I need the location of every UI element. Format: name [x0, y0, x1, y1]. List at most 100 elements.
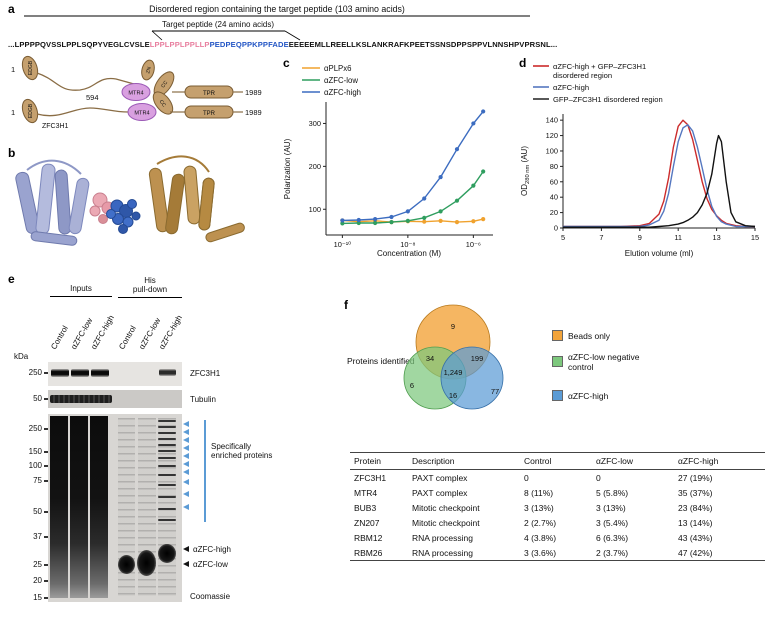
table-cell: 27 (19%): [678, 472, 713, 483]
x-tick-label: 15: [751, 233, 759, 242]
y-tick-label: 80: [550, 162, 558, 171]
table-cell: 2 (2.7%): [524, 517, 557, 528]
zfc-high-arrow: [183, 546, 189, 552]
panel-label-b: b: [8, 146, 16, 160]
data-point: [454, 198, 460, 203]
panel-c-chart: αPLPx6 αZFC-low αZFC-high Polarization (…: [283, 64, 493, 258]
y-tick-label: 120: [546, 131, 558, 140]
x-tick-label: 10⁻⁸: [400, 240, 415, 249]
gel-marker-tick: [44, 511, 48, 513]
table-cell: 2 (3.7%): [592, 545, 674, 561]
zfc-low-blob: [137, 550, 156, 576]
enriched-band-arrow: [183, 437, 189, 443]
tubulin-band-label: Tubulin: [190, 395, 216, 404]
residue-start-bottom: 1: [11, 108, 15, 117]
table-cell: 5 (5.8%): [596, 487, 629, 498]
gel-band: [158, 474, 176, 476]
gel-marker-tick: [44, 480, 48, 482]
data-point: [481, 109, 486, 114]
table-cell: 0: [596, 472, 601, 483]
zfc-low-arrow-label: αZFC-low: [193, 560, 228, 569]
panel-a-diagram: Disordered region containing the target …: [11, 4, 530, 130]
table-cell: PAXT complex: [412, 472, 468, 483]
data-point: [422, 219, 427, 224]
edgb-domain-top: [21, 55, 39, 81]
mtr4-label-top: MTR4: [128, 91, 143, 97]
x-tick-label: 10⁻⁶: [466, 240, 481, 249]
gel-marker-tick: [44, 597, 48, 599]
table-cell: BUB3: [354, 502, 377, 513]
enriched-proteins-label: Specifically enriched proteins: [211, 442, 273, 461]
edgb-label-bottom: EDGB: [28, 103, 34, 118]
target-leader-right: [284, 30, 301, 41]
chart-d-legend: αZFC-high + GFP–ZFC3H1 disordered region…: [533, 62, 663, 104]
enriched-band-arrow: [183, 453, 189, 459]
coomassie-gel: [48, 414, 182, 602]
table-cell: 35 (37%): [678, 487, 713, 498]
legend-swatch-zfc-low: [552, 356, 563, 367]
panel-label-c: c: [283, 56, 290, 70]
series-line: [342, 218, 484, 223]
gel-marker-label: 50: [33, 507, 42, 516]
zn-domain: [141, 59, 155, 81]
edgb-domain-bottom: [21, 98, 39, 124]
sequence-blue-segment: PEDPEQPPKPPFADE: [209, 40, 289, 49]
table-cell: RBM12: [354, 532, 383, 543]
data-point: [340, 218, 345, 223]
y-tick-label: 20: [550, 208, 558, 217]
y-tick-label: 300: [309, 119, 321, 128]
y-tick-label: 140: [546, 116, 558, 125]
table-header: Protein: [350, 452, 408, 470]
data-point: [422, 196, 427, 201]
gel-band: [158, 457, 176, 459]
series-line: [563, 134, 756, 228]
gel-marker-label: 100: [28, 461, 42, 470]
gel-marker-tick: [44, 564, 48, 566]
table-row: RBM12 RNA processing 4 (3.8%) 6 (6.3%) 43 (4…: [350, 530, 765, 545]
zfc3h1-band-label: ZFC3H1: [190, 369, 221, 378]
protein-table: Protein Description Control αZFC-low αZFC-hi…: [350, 452, 765, 561]
gel-marker-tick: [44, 580, 48, 582]
venn-count-green-blue: 16: [449, 391, 457, 400]
table-cell: 47 (42%): [674, 545, 765, 561]
residue-end-top: 1989: [245, 88, 262, 97]
y-tick-label: 40: [550, 193, 558, 202]
enriched-band-arrow: [183, 421, 189, 427]
structure-pink-peptide: [89, 192, 115, 224]
y-tick-label: 0: [554, 224, 558, 233]
data-point: [471, 121, 476, 126]
table-row: ZFC3H1 PAXT complex 0 0 27 (19%): [350, 470, 765, 486]
marker-50-blot2: 50: [33, 394, 42, 403]
legend-swatch-beads: [552, 330, 563, 341]
gel-band: [158, 508, 176, 510]
residue-end-bottom: 1989: [245, 108, 262, 117]
enriched-band-arrow: [183, 479, 189, 485]
chart-c-xlabel: Concentration (M): [377, 249, 441, 258]
x-tick-label: 10⁻¹⁰: [334, 240, 352, 249]
y-tick-label: 100: [546, 146, 558, 155]
legend-label-zfc-high: αZFC-high: [568, 391, 609, 401]
venn-title: Proteins identified: [347, 356, 415, 366]
disordered-region-title: Disordered region containing the target …: [149, 4, 405, 14]
gel-band: [158, 438, 176, 440]
table-cell: PAXT complex: [412, 487, 468, 498]
western-blot-zfc3h1: [48, 362, 182, 386]
mtr4-label-bottom: MTR4: [134, 111, 149, 117]
western-blot-tubulin: [48, 390, 182, 408]
table-cell: ZN207: [354, 517, 380, 528]
zfc-high-blob: [158, 544, 176, 563]
gel-marker-tick: [44, 428, 48, 430]
legend-label-zfc-low: αZFC-low negative control: [568, 352, 640, 373]
data-point: [389, 220, 394, 225]
cc-label-bottom: CC: [158, 99, 167, 109]
y-tick-label: 200: [309, 162, 321, 171]
data-point: [422, 215, 427, 220]
table-cell: 43 (43%): [678, 532, 713, 543]
legend-label-beads: Beads only: [568, 331, 611, 341]
table-row: BUB3 Mitotic checkpoint 3 (13%) 3 (13%) 23 (…: [350, 500, 765, 515]
table-cell: RBM26: [350, 545, 408, 561]
chart-c-legend: αPLPx6 αZFC-low αZFC-high: [302, 64, 361, 97]
table-header: αZFC-high: [674, 452, 765, 470]
venn-count-beads-blue: 199: [471, 354, 484, 363]
table-cell: 3 (13%): [596, 502, 626, 513]
